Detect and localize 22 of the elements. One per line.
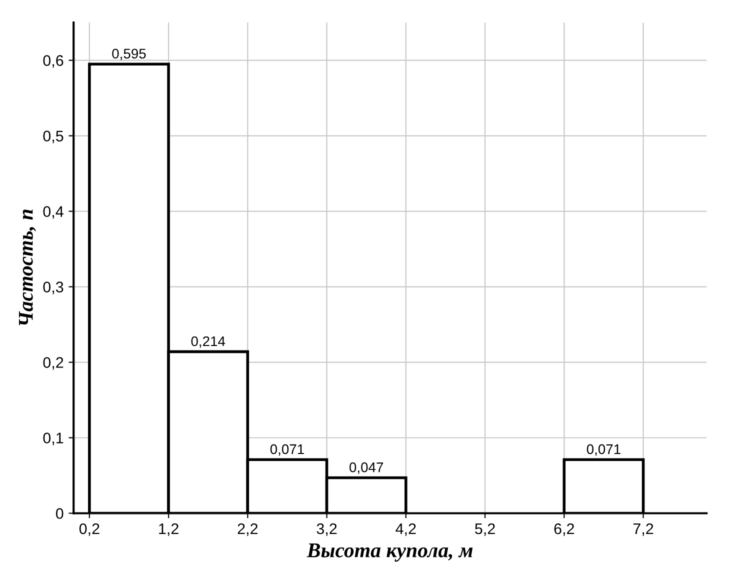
y-tick-label: 0,1 [43,432,64,446]
data-label: 0,595 [112,48,146,60]
data-label: 0,047 [350,462,384,474]
x-tick-label: 2,2 [238,523,258,536]
x-tick-label: 6,2 [554,523,574,536]
x-axis-title: Высота купола, м [306,544,473,562]
y-tick-label: 0,3 [43,282,64,294]
x-tick-label: 3,2 [316,523,337,536]
data-label: 0,071 [270,444,304,456]
y-tick-label: 0 [56,508,64,519]
x-tick-label: 0,2 [79,523,100,536]
data-label: 0,214 [191,336,226,348]
x-tick-label: 1,2 [159,523,178,536]
x-tick-label: 5,2 [475,523,495,536]
y-tick-label: 0,5 [43,130,64,144]
y-tick-label: 0,4 [43,206,64,219]
y-tick-label: 0,6 [43,55,64,68]
y-axis-title: Частость, n [19,210,36,326]
y-tick-label: 0,2 [43,357,64,370]
x-tick-label: 7,2 [633,523,654,536]
x-tick-label: 4,2 [396,523,416,536]
data-label: 0,071 [586,444,620,456]
